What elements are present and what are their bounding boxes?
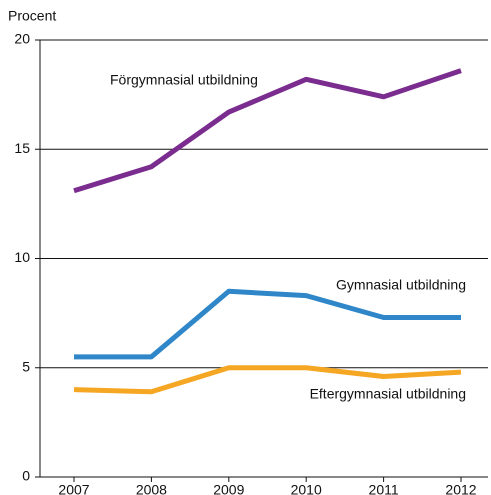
series-line [74, 288, 461, 360]
x-tick-label: 2011 [369, 482, 399, 495]
y-tick-label: 15 [14, 140, 30, 156]
series-label: Gymnasial utbildning [336, 277, 466, 293]
series-line [73, 365, 462, 395]
y-axis-label: Procent [8, 8, 56, 24]
y-tick-label: 20 [14, 31, 30, 47]
x-tick-label: 2012 [445, 482, 476, 495]
series-line [73, 68, 462, 194]
series-label: Förgymnasial utbildning [110, 72, 258, 88]
y-tick-label: 5 [22, 358, 30, 374]
y-tick-label: 0 [22, 468, 30, 484]
x-tick-label: 2008 [136, 482, 167, 495]
x-tick-label: 2009 [213, 482, 244, 495]
y-tick-label: 10 [14, 249, 30, 265]
x-tick-label: 2010 [291, 482, 322, 495]
x-tick-label: 2007 [58, 482, 89, 495]
series-label: Eftergymnasial utbildning [310, 386, 466, 402]
